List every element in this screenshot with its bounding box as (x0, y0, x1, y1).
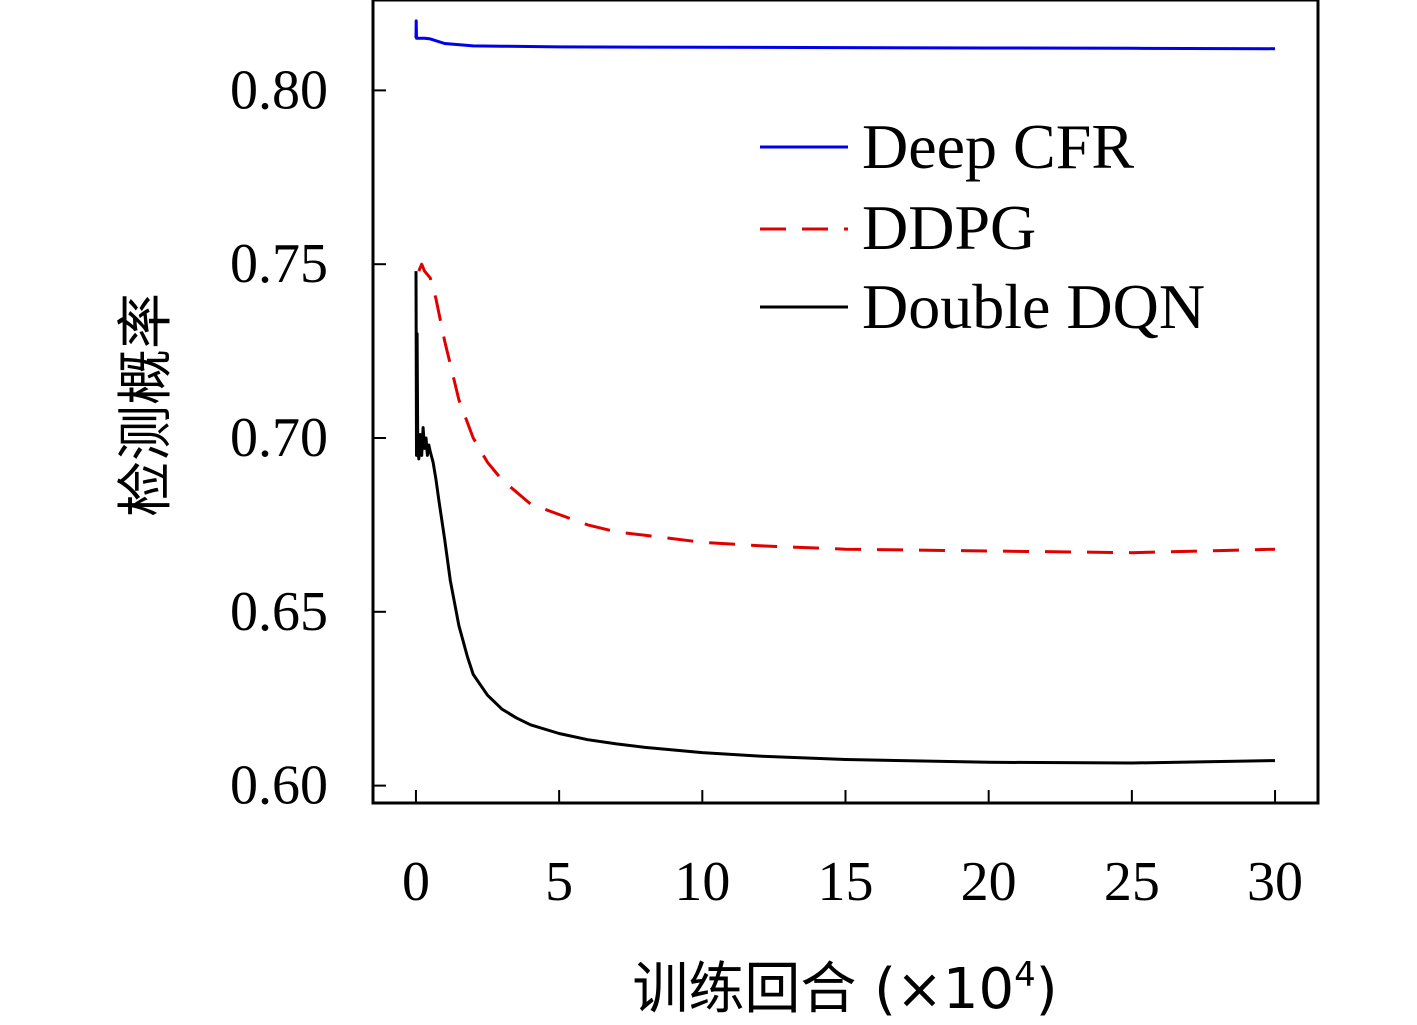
plot-frame (371, 0, 1320, 805)
x-axis-label-main: 训练回合 (×10 (632, 957, 1014, 1022)
series-line-double-dqn (414, 271, 1276, 765)
legend-label-ddpg: DDPG (862, 192, 1036, 263)
legend-label-deep-cfr: Deep CFR (862, 111, 1134, 182)
x-axis-label-close: ) (1036, 957, 1058, 1022)
y-axis-label: 检测概率 (114, 293, 179, 517)
y-tick-label: 0.75 (230, 233, 328, 295)
y-tick-label: 0.65 (230, 581, 328, 643)
y-tick-label: 0.80 (230, 59, 328, 121)
x-axis-label: 训练回合 (×104) (632, 955, 1057, 1022)
y-tick-label: 0.70 (230, 407, 328, 469)
x-tick-label: 10 (674, 851, 730, 913)
series-line-ddpg (417, 262, 1276, 555)
y-axis: 0.60 0.65 0.70 0.75 0.80 (230, 59, 386, 817)
legend-label-double-dqn: Double DQN (862, 271, 1205, 342)
x-axis-label-exponent: 4 (1014, 955, 1036, 995)
x-tick-label: 5 (545, 851, 573, 913)
legend: Deep CFR DDPG Double DQN (760, 111, 1205, 342)
x-axis: 0 5 10 15 20 25 30 (402, 790, 1303, 913)
y-tick-label: 0.60 (230, 755, 328, 817)
x-tick-label: 30 (1247, 851, 1303, 913)
x-tick-label: 20 (961, 851, 1017, 913)
series-layer (414, 19, 1276, 765)
x-tick-label: 0 (402, 851, 430, 913)
x-tick-label: 15 (818, 851, 874, 913)
series-line-deep-cfr (414, 19, 1276, 51)
x-tick-label: 25 (1104, 851, 1160, 913)
